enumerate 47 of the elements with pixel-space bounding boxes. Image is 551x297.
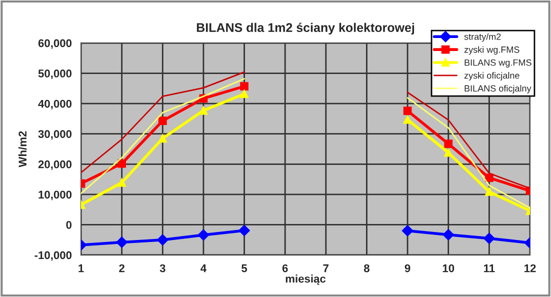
point: [403, 115, 412, 124]
point: [198, 229, 210, 241]
x-tick-label: 4: [200, 264, 206, 272]
point: [116, 236, 128, 248]
x-tick-label: 7: [323, 264, 329, 272]
legend-label: straty/m2: [464, 33, 501, 42]
y-tick-label: 20,000: [38, 160, 72, 170]
y-tick-label: 30,000: [38, 130, 72, 140]
x-tick-label: 12: [524, 264, 536, 272]
point: [158, 134, 167, 143]
legend-label: zyski oficjalne: [464, 72, 520, 80]
x-tick-label: 2: [119, 264, 124, 272]
x-tick-label: 10: [442, 264, 454, 272]
y-tick-label: -10,000: [34, 251, 72, 261]
x-tick-label: 9: [404, 264, 410, 272]
point: [444, 140, 453, 148]
x-tick-label: 5: [242, 264, 248, 272]
legend-label: zyski wg.FMS: [464, 46, 520, 55]
point: [402, 225, 414, 236]
point: [157, 234, 168, 246]
y-tick-label: 40,000: [38, 100, 72, 110]
y-tick-label: 60,000: [38, 39, 72, 49]
point: [442, 229, 454, 240]
point: [199, 106, 208, 115]
point: [484, 232, 495, 244]
point: [118, 178, 126, 187]
x-tick-label: 11: [484, 264, 495, 272]
point: [240, 82, 248, 90]
point: [158, 116, 167, 125]
x-tick-label: 1: [78, 264, 84, 272]
x-tick-label: 6: [282, 264, 288, 272]
point: [485, 188, 494, 196]
chart-title: BILANS dla 1m2 ściany kolektorowej: [196, 22, 414, 34]
x-axis-title: miesiąc: [286, 274, 326, 285]
legend-label: BILANS wg.FMS: [464, 59, 532, 68]
point: [403, 106, 412, 116]
point: [240, 90, 248, 98]
y-axis-title: Wh/m2: [18, 131, 27, 168]
y-tick-label: 50,000: [38, 70, 72, 80]
point: [238, 224, 250, 236]
point: [485, 174, 494, 182]
x-tick-label: 3: [160, 264, 166, 272]
point: [118, 159, 126, 168]
y-tick-label: 0: [66, 220, 72, 229]
y-tick-label: 10,000: [38, 190, 72, 200]
legend-label: BILANS oficjalny: [464, 84, 532, 94]
x-tick-label: 8: [364, 264, 370, 272]
